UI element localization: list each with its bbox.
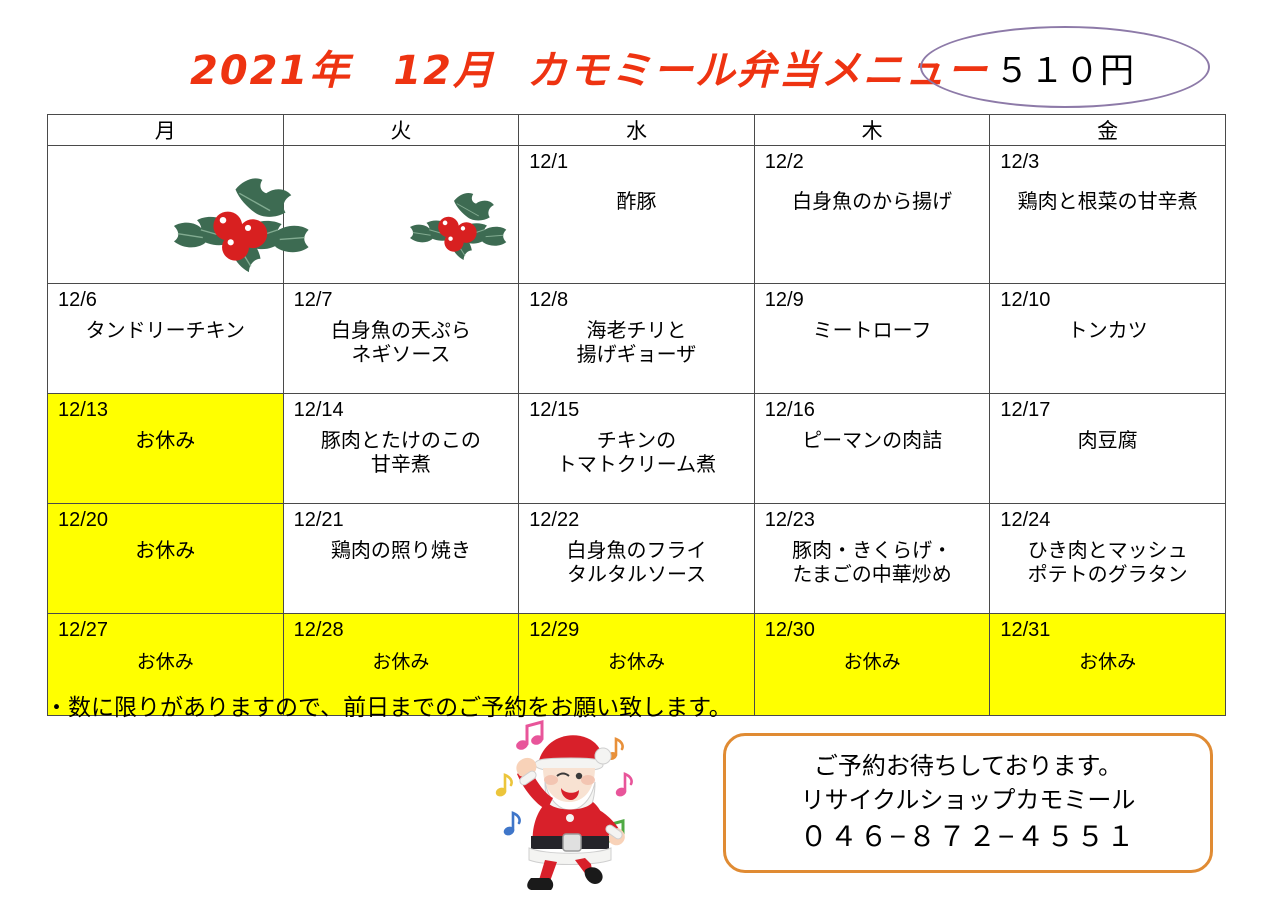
calendar-cell-holiday: 12/29 お休み: [518, 613, 755, 716]
cell-date: 12/13: [58, 399, 109, 421]
cell-dish: チキンの トマトクリーム煮: [556, 430, 717, 476]
dancing-santa-icon: [495, 720, 633, 890]
cell-date: 12/20: [58, 509, 109, 531]
calendar-cell: 12/15 チキンの トマトクリーム煮: [518, 393, 755, 504]
contact-shop-name: リサイクルショップカモミール: [800, 787, 1136, 815]
reservation-note: ・数に限りがありますので、前日までのご予約をお願い致します。: [45, 694, 732, 720]
cell-date: 12/14: [293, 399, 344, 421]
cell-date: 12/1: [529, 151, 569, 173]
cell-dish: 白身魚のフライ タルタルソース: [566, 540, 707, 586]
cell-date: 12/7: [293, 289, 333, 311]
calendar-week-row: 12/13 お休み 12/14 豚肉とたけのこの 甘辛煮 12/15 チキンの …: [47, 393, 1226, 504]
calendar-cell-holiday: 12/30 お休み: [753, 613, 991, 716]
contact-box: ご予約お待ちしております。 リサイクルショップカモミール ０４６−８７２−４５５…: [723, 733, 1213, 873]
contact-message: ご予約お待ちしております。: [813, 753, 1123, 781]
cell-dish: 白身魚のから揚げ: [792, 191, 953, 213]
cell-dish: 鶏肉の照り焼き: [330, 540, 471, 562]
cell-date: 12/23: [764, 509, 815, 531]
calendar-cell-holiday: 12/31 お休み: [989, 613, 1226, 716]
calendar-cell-holiday: 12/20 お休み: [47, 503, 284, 614]
calendar-cell-holiday: 12/28 お休み: [282, 613, 520, 716]
weekday-header-fri: 金: [989, 114, 1226, 146]
cell-dish: お休み: [372, 652, 430, 673]
page-header: 2021年 12月 カモミール弁当メニュー ５１０円: [0, 0, 1280, 110]
calendar-week-row: 12/20 お休み 12/21 鶏肉の照り焼き 12/22 白身魚のフライ タル…: [47, 503, 1226, 614]
calendar-cell: 12/7 白身魚の天ぷら ネギソース: [282, 283, 520, 394]
calendar-cell: 12/21 鶏肉の照り焼き: [282, 503, 520, 614]
cell-dish: 鶏肉と根菜の甘辛煮: [1017, 191, 1198, 213]
cell-date: 12/8: [529, 289, 569, 311]
calendar-cell: 12/23 豚肉・きくらげ・ たまごの中華炒め: [753, 503, 991, 614]
cell-dish: お休み: [136, 652, 194, 673]
cell-dish: 肉豆腐: [1077, 430, 1138, 452]
weekday-header-mon: 月: [47, 114, 284, 146]
calendar-week-row: 12/6 タンドリーチキン 12/7 白身魚の天ぷら ネギソース 12/8 海老…: [47, 283, 1226, 394]
calendar-week-row: 12/27 お休み 12/28 お休み 12/29 お休み 12/30 お休み …: [47, 613, 1226, 716]
cell-dish: タンドリーチキン: [85, 320, 245, 342]
cell-date: 12/6: [58, 289, 97, 311]
cell-date: 12/29: [529, 619, 580, 641]
calendar-cell: 12/14 豚肉とたけのこの 甘辛煮: [282, 393, 520, 504]
cell-dish: 豚肉とたけのこの 甘辛煮: [320, 430, 481, 476]
cell-date: 12/27: [58, 619, 109, 641]
cell-date: 12/10: [1000, 289, 1051, 311]
cell-dish: トンカツ: [1067, 320, 1148, 342]
cell-date: 12/17: [1000, 399, 1051, 421]
cell-dish: 白身魚の天ぷら ネギソース: [330, 320, 471, 366]
calendar-cell: [47, 145, 309, 284]
holly-icon: [173, 178, 309, 273]
cell-date: 12/21: [293, 509, 344, 531]
page-title: 2021年 12月 カモミール弁当メニュー: [190, 48, 989, 94]
cell-date: 12/2: [764, 151, 804, 173]
calendar-cell: [282, 145, 520, 284]
cell-date: 12/30: [764, 619, 815, 641]
calendar-cell: 12/8 海老チリと 揚げギョーザ: [518, 283, 755, 394]
contact-phone-number: ０４６−８７２−４５５１: [799, 821, 1137, 853]
cell-dish: ひき肉とマッシュ ポテトのグラタン: [1027, 540, 1188, 586]
calendar-cell: 12/3 鶏肉と根菜の甘辛煮: [989, 145, 1226, 284]
cell-dish: ミートローフ: [812, 320, 932, 342]
weekday-header-thu: 木: [753, 114, 991, 146]
calendar-cell: 12/10 トンカツ: [989, 283, 1226, 394]
cell-date: 12/24: [1000, 509, 1051, 531]
cell-dish: お休み: [1079, 652, 1137, 673]
calendar-cell: 12/24 ひき肉とマッシュ ポテトのグラタン: [989, 503, 1226, 614]
cell-date: 12/22: [529, 509, 580, 531]
weekday-header-tue: 火: [282, 114, 520, 146]
calendar-cell-holiday: 12/27 お休み: [47, 613, 284, 716]
cell-date: 12/9: [764, 289, 804, 311]
calendar-header-row: 月 火 水 木 金: [47, 114, 1226, 146]
calendar-cell: 12/6 タンドリーチキン: [47, 283, 284, 394]
cell-date: 12/16: [764, 399, 815, 421]
calendar-cell: 12/16 ピーマンの肉詰: [753, 393, 991, 504]
weekday-header-wed: 水: [518, 114, 755, 146]
cell-dish: 海老チリと 揚げギョーザ: [576, 320, 697, 366]
calendar-week-row: 12/1 酢豚 12/2 白身魚のから揚げ 12/3 鶏肉と根菜の甘辛煮: [47, 145, 1226, 284]
holly-icon: [409, 192, 506, 260]
cell-dish: [48, 151, 283, 169]
cell-date: 12/28: [293, 619, 344, 641]
cell-date: 12/15: [529, 399, 580, 421]
price-badge: ５１０円: [920, 26, 1210, 108]
cell-dish: お休み: [843, 652, 901, 673]
cell-dish: お休み: [607, 652, 665, 673]
cell-dish: お休み: [135, 430, 196, 452]
calendar-cell: 12/2 白身魚のから揚げ: [753, 145, 991, 284]
cell-dish: ピーマンの肉詰: [802, 430, 943, 452]
cell-dish: 豚肉・きくらげ・ たまごの中華炒め: [792, 540, 953, 586]
menu-calendar: 月 火 水 木 金: [47, 114, 1226, 716]
calendar-table: 月 火 水 木 金: [47, 114, 1226, 716]
calendar-cell: 12/9 ミートローフ: [753, 283, 991, 394]
price-value: ５１０円: [995, 51, 1135, 90]
cell-dish: 酢豚: [616, 191, 657, 213]
calendar-cell: 12/1 酢豚: [518, 145, 755, 284]
cell-dish: お休み: [135, 540, 196, 562]
cell-date: 12/3: [1000, 151, 1040, 173]
calendar-cell: 12/17 肉豆腐: [989, 393, 1226, 504]
cell-dish: [284, 151, 519, 169]
calendar-cell-holiday: 12/13 お休み: [47, 393, 284, 504]
calendar-cell: 12/22 白身魚のフライ タルタルソース: [518, 503, 755, 614]
cell-date: 12/31: [1000, 619, 1051, 641]
